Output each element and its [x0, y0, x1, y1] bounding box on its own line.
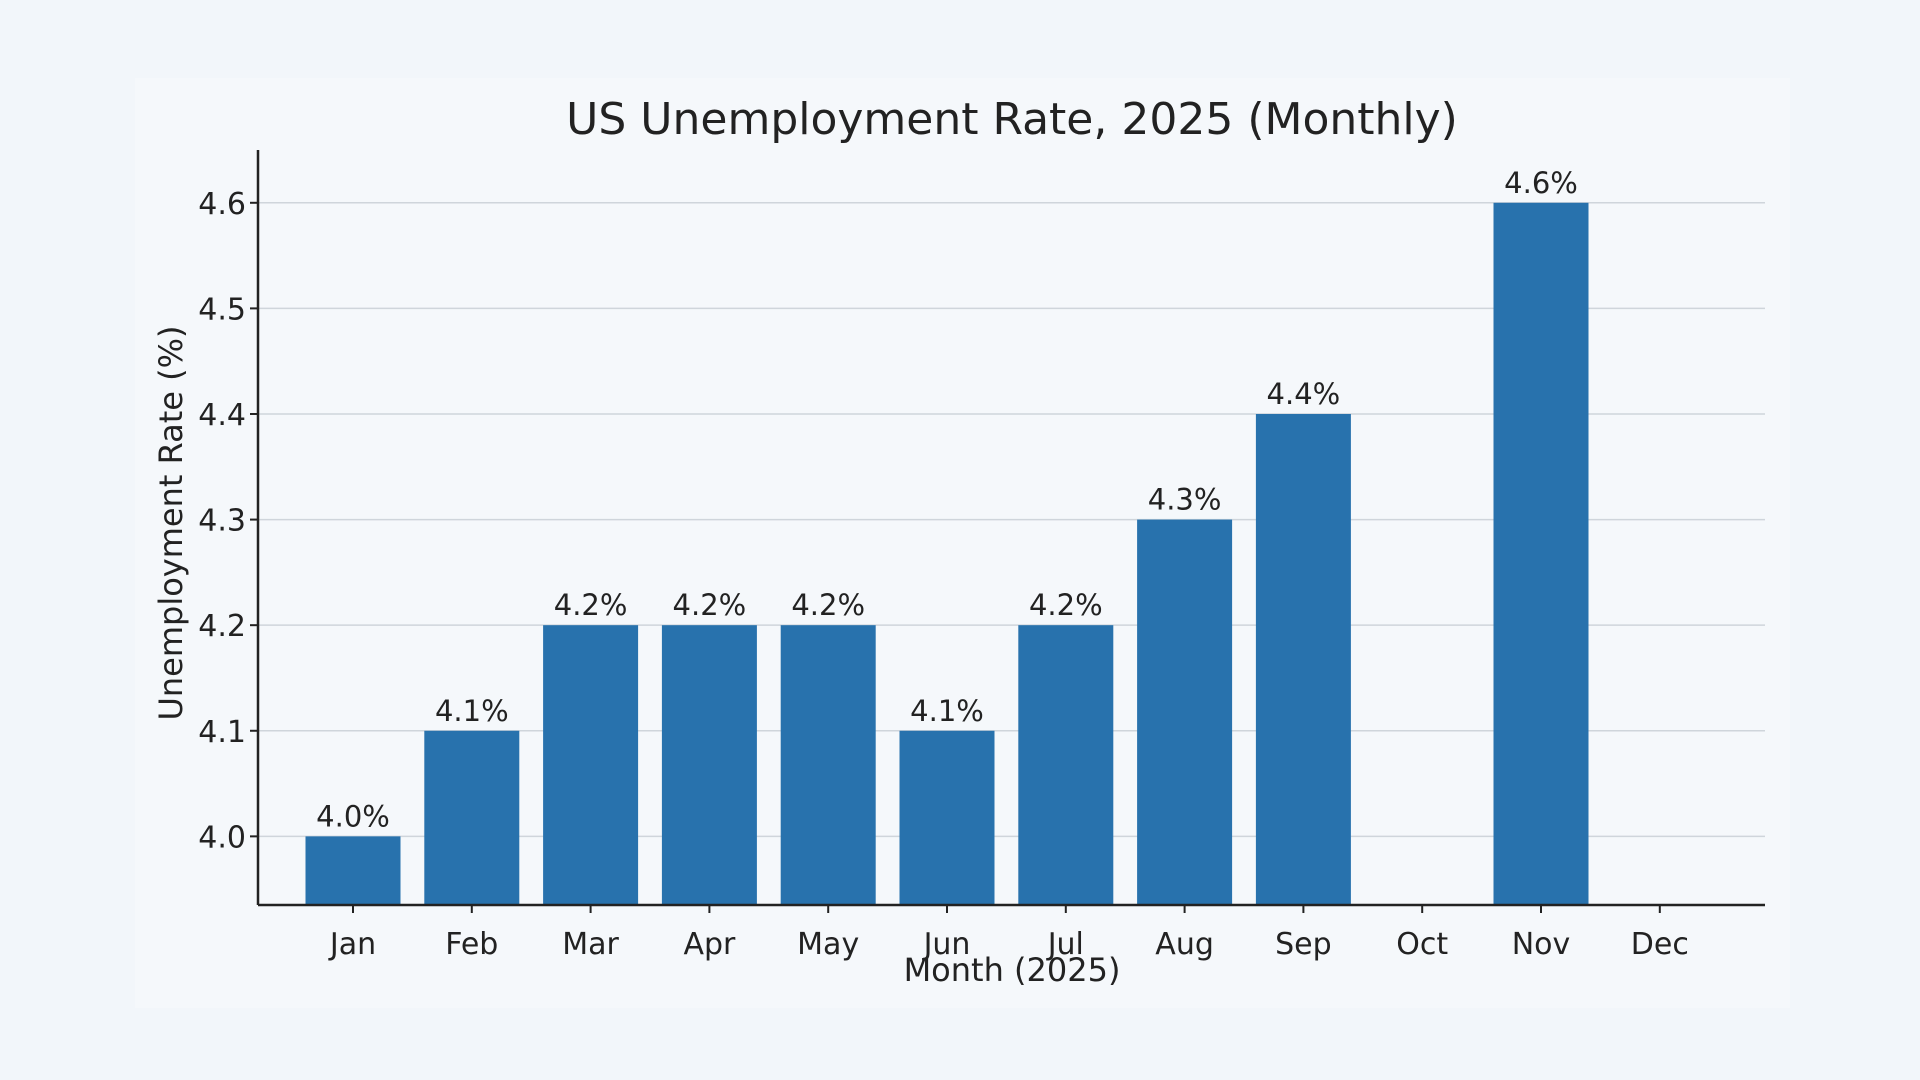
data-label: 4.4%	[1267, 377, 1341, 411]
x-tick-label: Sep	[1275, 927, 1332, 962]
data-label: 4.6%	[1504, 166, 1578, 200]
data-label: 4.2%	[1029, 588, 1103, 622]
y-tick-label: 4.5	[198, 292, 246, 327]
x-tick-label: Dec	[1631, 927, 1689, 962]
x-tick-label: Aug	[1155, 927, 1214, 962]
x-tick-label: Nov	[1512, 927, 1571, 962]
data-label: 4.0%	[316, 799, 390, 833]
bar-apr	[661, 625, 757, 905]
bar-jun	[899, 730, 995, 905]
bar-mar	[543, 625, 639, 905]
y-tick-label: 4.6	[198, 187, 246, 222]
bar-jul	[1018, 625, 1114, 905]
bar-feb	[424, 730, 520, 905]
y-tick-label: 4.2	[198, 609, 246, 644]
bar-may	[780, 625, 876, 905]
x-tick-label: Apr	[683, 927, 736, 962]
x-tick-label: Jul	[1046, 927, 1084, 962]
chart-title: US Unemployment Rate, 2025 (Monthly)	[566, 94, 1458, 145]
data-label: 4.2%	[673, 588, 747, 622]
y-tick-label: 4.4	[198, 398, 246, 433]
data-label: 4.3%	[1148, 483, 1222, 517]
data-label: 4.2%	[791, 588, 865, 622]
y-tick-labels: 4.0 4.1 4.2 4.3 4.4 4.5 4.6	[198, 187, 258, 855]
x-axis-title: Month (2025)	[904, 951, 1121, 989]
bar-sep	[1255, 413, 1351, 905]
y-axis-title: Unemployment Rate (%)	[152, 325, 190, 720]
data-label: 4.1%	[435, 694, 509, 728]
data-label: 4.2%	[554, 588, 628, 622]
bar-jan	[305, 836, 401, 905]
axes	[256, 150, 1765, 907]
x-tick-label: Jan	[328, 927, 376, 962]
x-tick-label: Jun	[922, 927, 971, 962]
x-tick-label: May	[797, 927, 859, 962]
y-tick-label: 4.1	[198, 715, 246, 750]
bar-nov	[1493, 202, 1589, 906]
bars	[305, 202, 1589, 906]
y-tick-label: 4.3	[198, 504, 246, 539]
data-labels: 4.0% 4.1% 4.2% 4.2% 4.2% 4.1% 4.2% 4.3% 4.4% 4.6%	[316, 166, 1578, 834]
x-tick-label: Feb	[445, 927, 498, 962]
x-tick-label: Oct	[1396, 927, 1448, 962]
y-tick-label: 4.0	[198, 820, 246, 855]
x-tick-label: Mar	[562, 927, 619, 962]
data-label: 4.1%	[910, 694, 984, 728]
x-tick-labels: Jan Feb Mar Apr May Jun Jul Aug Sep Oct Nov Dec	[328, 905, 1689, 962]
bar-aug	[1137, 519, 1233, 905]
